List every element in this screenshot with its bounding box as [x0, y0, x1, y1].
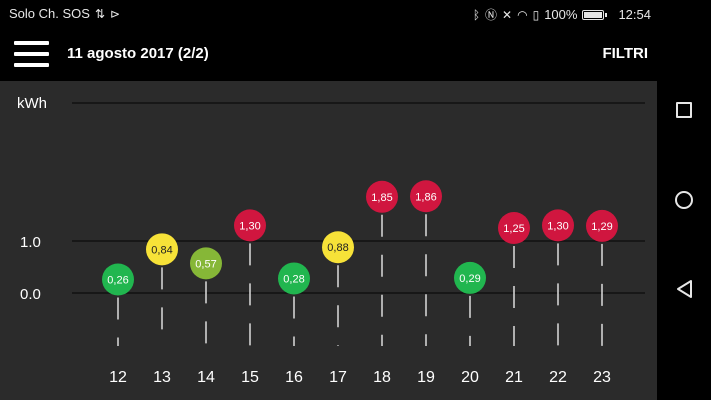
- data-label: 1,25: [503, 223, 524, 235]
- data-point: [586, 209, 618, 242]
- x-tick-label: 12: [109, 369, 127, 386]
- back-button[interactable]: [672, 277, 696, 301]
- menu-button[interactable]: [14, 41, 49, 68]
- data-point: [454, 261, 486, 294]
- app-bar: 11 agosto 2017 (2/2) FILTRI: [0, 28, 657, 81]
- x-tick-label: 15: [241, 369, 259, 386]
- clock: 12:54: [618, 7, 651, 22]
- nfc-icon: Ⓝ: [485, 8, 498, 22]
- battery-percent: 100%: [544, 7, 578, 22]
- data-label: 0,29: [459, 273, 480, 285]
- data-label: 1,30: [239, 220, 260, 232]
- circle-icon: [675, 191, 693, 209]
- bluetooth-icon: ᛒ: [472, 7, 481, 22]
- y-tick-label: 0.0: [20, 286, 41, 303]
- data-label: 0,26: [107, 274, 128, 286]
- y-axis-label: kWh: [17, 95, 47, 112]
- data-label: 1,30: [547, 220, 568, 232]
- data-label: 0,28: [283, 273, 304, 285]
- data-point: [410, 180, 442, 213]
- data-point: [278, 262, 310, 295]
- data-point: [234, 209, 266, 242]
- x-tick-label: 20: [461, 369, 479, 386]
- data-point: [542, 209, 574, 242]
- x-tick-label: 16: [285, 369, 303, 386]
- page-title: 11 agosto 2017 (2/2): [67, 45, 209, 62]
- wifi-icon: ◠: [517, 7, 528, 22]
- square-icon: [676, 102, 692, 118]
- hamburger-icon: [14, 41, 49, 45]
- mute-icon: ✕: [502, 7, 513, 22]
- battery-icon: [582, 9, 608, 20]
- data-point: [322, 231, 354, 264]
- data-point: [190, 247, 222, 280]
- data-label: 1,86: [415, 191, 436, 203]
- filter-button[interactable]: FILTRI: [602, 45, 648, 62]
- back-triangle-icon: [677, 280, 692, 298]
- x-tick-label: 23: [593, 369, 611, 386]
- sync-icon: ⇅: [94, 7, 105, 21]
- data-label: 1,85: [371, 192, 392, 204]
- data-point: [498, 212, 530, 244]
- data-point: [146, 233, 178, 266]
- carrier-label: Solo Ch. SOS: [9, 6, 90, 21]
- data-point: [366, 180, 398, 213]
- battery-saver-icon: ▯: [532, 7, 540, 22]
- x-tick-label: 21: [505, 369, 523, 386]
- flash-icon: ⊳: [110, 7, 121, 21]
- chart-area: kWh 1.0 0.0 0,26 12 0,84 13 0,57 14 1,30 15 0,28 16 0…: [0, 81, 657, 400]
- data-label: 1,29: [591, 221, 612, 233]
- y-tick-label: 1.0: [20, 234, 41, 251]
- x-tick-label: 14: [197, 369, 215, 386]
- x-tick-label: 17: [329, 369, 347, 386]
- x-tick-label: 13: [153, 369, 171, 386]
- data-label: 0,84: [151, 244, 172, 256]
- status-right: ᛒ Ⓝ ✕ ◠ ▯ 100% 12:54: [473, 6, 651, 23]
- data-label: 0,57: [195, 258, 216, 270]
- x-tick-label: 18: [373, 369, 391, 386]
- consumption-chart: kWh 1.0 0.0 0,26 12 0,84 13 0,57 14 1,30 15 0,28 16 0…: [17, 95, 645, 386]
- data-point: [102, 263, 134, 296]
- x-tick-label: 22: [549, 369, 567, 386]
- navigation-bar: [657, 28, 711, 400]
- x-tick-label: 19: [417, 369, 435, 386]
- data-label: 0,88: [327, 242, 348, 254]
- recents-button[interactable]: [672, 98, 696, 122]
- status-left: Solo Ch. SOS ⇅ ⊳: [9, 6, 120, 21]
- status-bar: Solo Ch. SOS ⇅ ⊳ ᛒ Ⓝ ✕ ◠ ▯ 100% 12:54: [0, 0, 711, 28]
- home-button[interactable]: [672, 188, 696, 212]
